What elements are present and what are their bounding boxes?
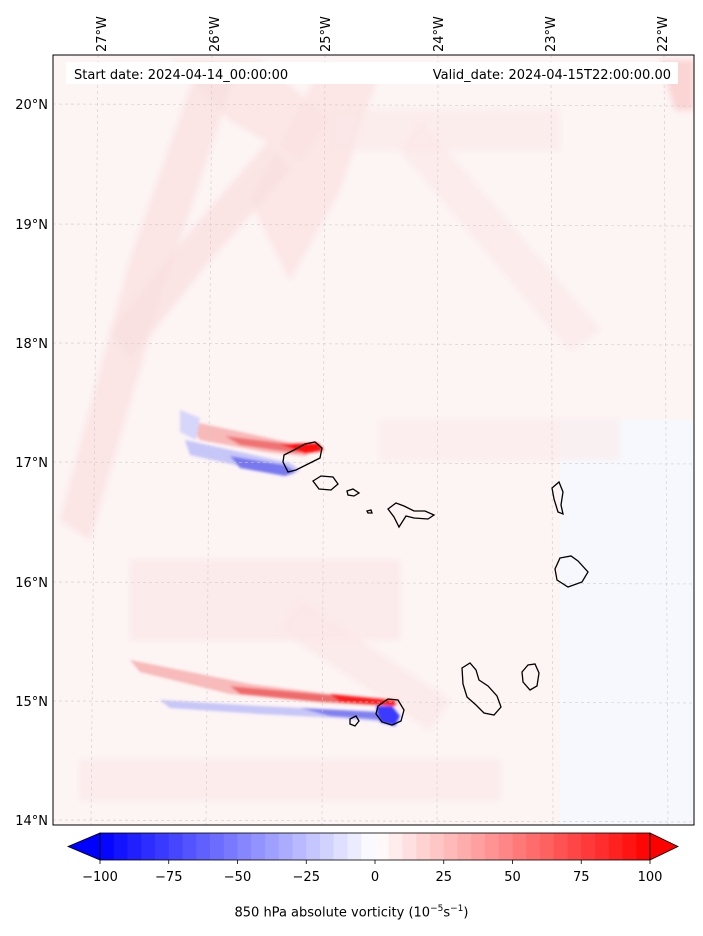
colorbar-segment xyxy=(443,833,458,860)
colorbar-segment xyxy=(581,833,596,860)
colorbar-segment xyxy=(182,833,197,860)
island-brava xyxy=(349,715,360,727)
colorbar-tick-label: −75 xyxy=(155,870,182,885)
colorbar-segment xyxy=(595,833,610,860)
colorbar-segment xyxy=(100,833,115,860)
colorbar-segment xyxy=(553,833,568,860)
colorbar-label: 850 hPa absolute vorticity (10−5s−1) xyxy=(0,904,703,920)
colorbar-extend-max xyxy=(649,832,679,861)
lon-label: 23°W xyxy=(544,16,559,52)
island-santiago xyxy=(461,662,502,716)
coastlines xyxy=(282,441,589,727)
colorbar-segment xyxy=(265,833,280,860)
island-sao-nicolau xyxy=(387,502,436,529)
colorbar-segment xyxy=(278,833,293,860)
colorbar-tick-label: 25 xyxy=(435,870,452,885)
island-santo-antao xyxy=(282,441,323,473)
island-santa-luzia xyxy=(346,488,361,497)
colorbar-tick-label: 75 xyxy=(573,870,590,885)
colorbar-label-suffix: ) xyxy=(463,905,469,921)
colorbar-segment xyxy=(113,833,128,860)
colorbar-segment xyxy=(608,833,623,860)
south-wake-dipole xyxy=(130,660,400,726)
lat-labels: 20°N 19°N 18°N 17°N 16°N 15°N 14°N xyxy=(15,98,48,829)
colorbar-segment xyxy=(388,833,403,860)
island-sao-vicente xyxy=(312,475,339,491)
colorbar: −100 −75 −50 −25 0 25 50 75 100 xyxy=(66,832,679,885)
colorbar-label-exp1: −5 xyxy=(430,904,444,914)
colorbar-tick-label: 50 xyxy=(504,870,521,885)
colorbar-tick-label: −50 xyxy=(224,870,251,885)
eastern-blue-tint xyxy=(560,420,694,825)
colorbar-segment xyxy=(196,833,211,860)
colorbar-segments xyxy=(100,833,651,860)
lat-label: 15°N xyxy=(15,695,48,710)
colorbar-segment xyxy=(292,833,307,860)
colorbar-segment xyxy=(512,833,527,860)
lat-label: 16°N xyxy=(15,576,48,591)
lon-label: 24°W xyxy=(432,16,447,52)
colorbar-segment xyxy=(306,833,321,860)
colorbar-ticks: −100 −75 −50 −25 0 25 50 75 100 xyxy=(82,860,662,885)
lat-label: 20°N xyxy=(15,98,48,113)
lat-lon-gridlines xyxy=(53,55,694,825)
colorbar-segment xyxy=(416,833,431,860)
colorbar-segment xyxy=(567,833,582,860)
lon-label: 27°W xyxy=(95,16,110,52)
lon-label: 22°W xyxy=(656,16,671,52)
island-branco-raso xyxy=(366,509,373,514)
lat-label: 19°N xyxy=(15,218,48,233)
colorbar-segment xyxy=(223,833,238,860)
colorbar-label-exp2: −1 xyxy=(450,904,464,914)
lat-label: 17°N xyxy=(15,456,48,471)
colorbar-segment xyxy=(526,833,541,860)
colorbar-segment xyxy=(361,833,376,860)
colorbar-segment xyxy=(375,833,390,860)
colorbar-segment xyxy=(333,833,348,860)
island-sal xyxy=(551,480,564,516)
colorbar-segment xyxy=(457,833,472,860)
colorbar-segment xyxy=(636,833,651,860)
colorbar-segment xyxy=(210,833,225,860)
colorbar-segment xyxy=(540,833,555,860)
colorbar-segment xyxy=(622,833,637,860)
colorbar-tick-label: −25 xyxy=(293,870,320,885)
map-panel xyxy=(53,55,694,825)
colorbar-tick-label: 0 xyxy=(371,870,379,885)
colorbar-segment xyxy=(485,833,500,860)
colorbar-segment xyxy=(347,833,362,860)
lon-label: 26°W xyxy=(208,16,223,52)
map-frame xyxy=(52,54,695,826)
colorbar-tick-label: −100 xyxy=(82,870,118,885)
colorbar-segment xyxy=(430,833,445,860)
island-boa-vista xyxy=(554,555,589,588)
colorbar-segment xyxy=(251,833,266,860)
colorbar-segment xyxy=(168,833,183,860)
colorbar-segment xyxy=(498,833,513,860)
colorbar-segment xyxy=(320,833,335,860)
start-date-label: Start date: 2024-04-14_00:00:00 xyxy=(74,68,288,83)
colorbar-segment xyxy=(471,833,486,860)
valid-date-label: Valid_date: 2024-04-15T22:00:00.00 xyxy=(433,68,671,83)
colorbar-segment xyxy=(127,833,142,860)
colorbar-segment xyxy=(155,833,170,860)
colorbar-extend-min xyxy=(66,832,101,861)
colorbar-label-prefix: 850 hPa absolute vorticity (10 xyxy=(234,905,431,921)
lon-label: 25°W xyxy=(319,16,334,52)
island-maio xyxy=(521,663,540,691)
lon-labels: 27°W 26°W 25°W 24°W 23°W 22°W xyxy=(95,16,671,52)
annotation-box xyxy=(66,62,678,84)
north-wake-dipole xyxy=(180,410,324,476)
colorbar-label-mid: s xyxy=(443,905,451,921)
colorbar-segment xyxy=(402,833,417,860)
colorbar-tick-label: 100 xyxy=(638,870,663,885)
colorbar-segment xyxy=(141,833,156,860)
colorbar-segment xyxy=(237,833,252,860)
island-fogo xyxy=(375,698,405,726)
lat-label: 14°N xyxy=(15,814,48,829)
lat-label: 18°N xyxy=(15,337,48,352)
